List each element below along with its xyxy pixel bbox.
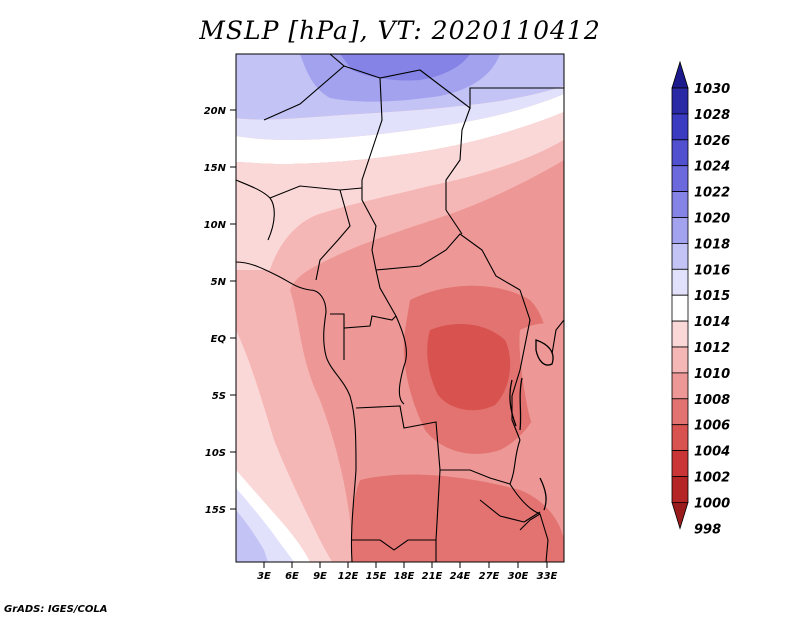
lat-label-5s: 5S — [212, 391, 226, 402]
lat-label-15n: 15N — [204, 163, 227, 174]
lon-label-18e: 18E — [394, 571, 415, 582]
lon-label-15e: 15E — [366, 571, 387, 582]
colorbar-label-1020: 1020 — [694, 212, 730, 227]
lon-label-33e: 33E — [537, 571, 558, 582]
colorbar-label-1022: 1022 — [694, 186, 730, 201]
colorbar-swatch-1002 — [671, 450, 689, 477]
lat-label-15s: 15S — [205, 505, 226, 516]
colorbar-swatch-1028 — [671, 87, 689, 115]
map-title: MSLP [hPa], VT: 2020110412 — [199, 16, 601, 45]
colorbar-label-1012: 1012 — [694, 341, 730, 356]
colorbar-swatch-1008 — [671, 372, 689, 400]
colorbar-swatch-1016 — [671, 242, 689, 270]
colorbar-label-1004: 1004 — [694, 445, 730, 460]
colorbar-swatch-1006 — [671, 398, 689, 426]
colorbar-label-998: 998 — [694, 522, 721, 537]
grads-credit: GrADS: IGES/COLA — [4, 604, 108, 615]
lon-label-3e: 3E — [257, 571, 271, 582]
lon-label-27e: 27E — [479, 571, 500, 582]
map-frame — [235, 53, 565, 563]
country-borders — [236, 54, 564, 562]
lon-label-9e: 9E — [313, 571, 327, 582]
colorbar-swatch-1015 — [671, 268, 689, 296]
lon-label-24e: 24E — [450, 571, 471, 582]
colorbar-label-1018: 1018 — [694, 237, 730, 252]
colorbar-swatch-1026 — [671, 113, 689, 141]
colorbar-label-1030: 1030 — [694, 82, 730, 97]
lakes — [509, 339, 554, 511]
colorbar-label-1000: 1000 — [694, 496, 730, 511]
lon-label-12e: 12E — [338, 571, 359, 582]
lat-label-5n: 5N — [211, 277, 227, 288]
colorbar-swatch-1014 — [671, 294, 689, 322]
colorbar-swatch-1024 — [671, 139, 689, 167]
lon-label-30e: 30E — [508, 571, 529, 582]
colorbar-label-1028: 1028 — [694, 108, 730, 123]
lon-label-6e: 6E — [285, 571, 299, 582]
lat-label-20n: 20N — [204, 106, 227, 117]
lat-label-10n: 10N — [204, 220, 227, 231]
colorbar-swatch-1020 — [671, 191, 689, 218]
colorbar-label-1026: 1026 — [694, 134, 730, 149]
colorbar-top-arrow — [671, 60, 689, 89]
colorbar-label-1010: 1010 — [694, 367, 730, 382]
colorbar-swatch-1000 — [671, 476, 689, 503]
colorbar-label-1008: 1008 — [694, 393, 730, 408]
lat-label-eq: EQ — [211, 334, 227, 345]
colorbar-label-1015: 1015 — [694, 289, 730, 304]
lon-label-21e: 21E — [422, 571, 443, 582]
colorbar-swatch-1012 — [671, 320, 689, 348]
pressure-field — [236, 54, 564, 562]
colorbar-label-1006: 1006 — [694, 419, 730, 434]
colorbar-label-1002: 1002 — [694, 471, 730, 486]
colorbar-bottom-arrow — [671, 501, 689, 530]
colorbar-swatch-1018 — [671, 217, 689, 244]
colorbar-label-1024: 1024 — [694, 160, 730, 175]
colorbar-swatch-1022 — [671, 165, 689, 192]
colorbar: 1030 1028 1026 1024 1022 1020 1018 1016 1015 1014… — [671, 60, 730, 537]
latitude-axis: 20N 15N 10N 5N EQ 5S 10S 15S — [204, 106, 236, 516]
colorbar-swatch-1004 — [671, 424, 689, 452]
colorbar-swatch-1010 — [671, 346, 689, 374]
longitude-axis: 3E 6E 9E 12E 15E 18E 21E 24E 27E 30E 33E — [257, 562, 558, 582]
colorbar-label-1014: 1014 — [694, 315, 730, 330]
colorbar-label-1016: 1016 — [694, 263, 730, 278]
lat-label-10s: 10S — [205, 448, 226, 459]
